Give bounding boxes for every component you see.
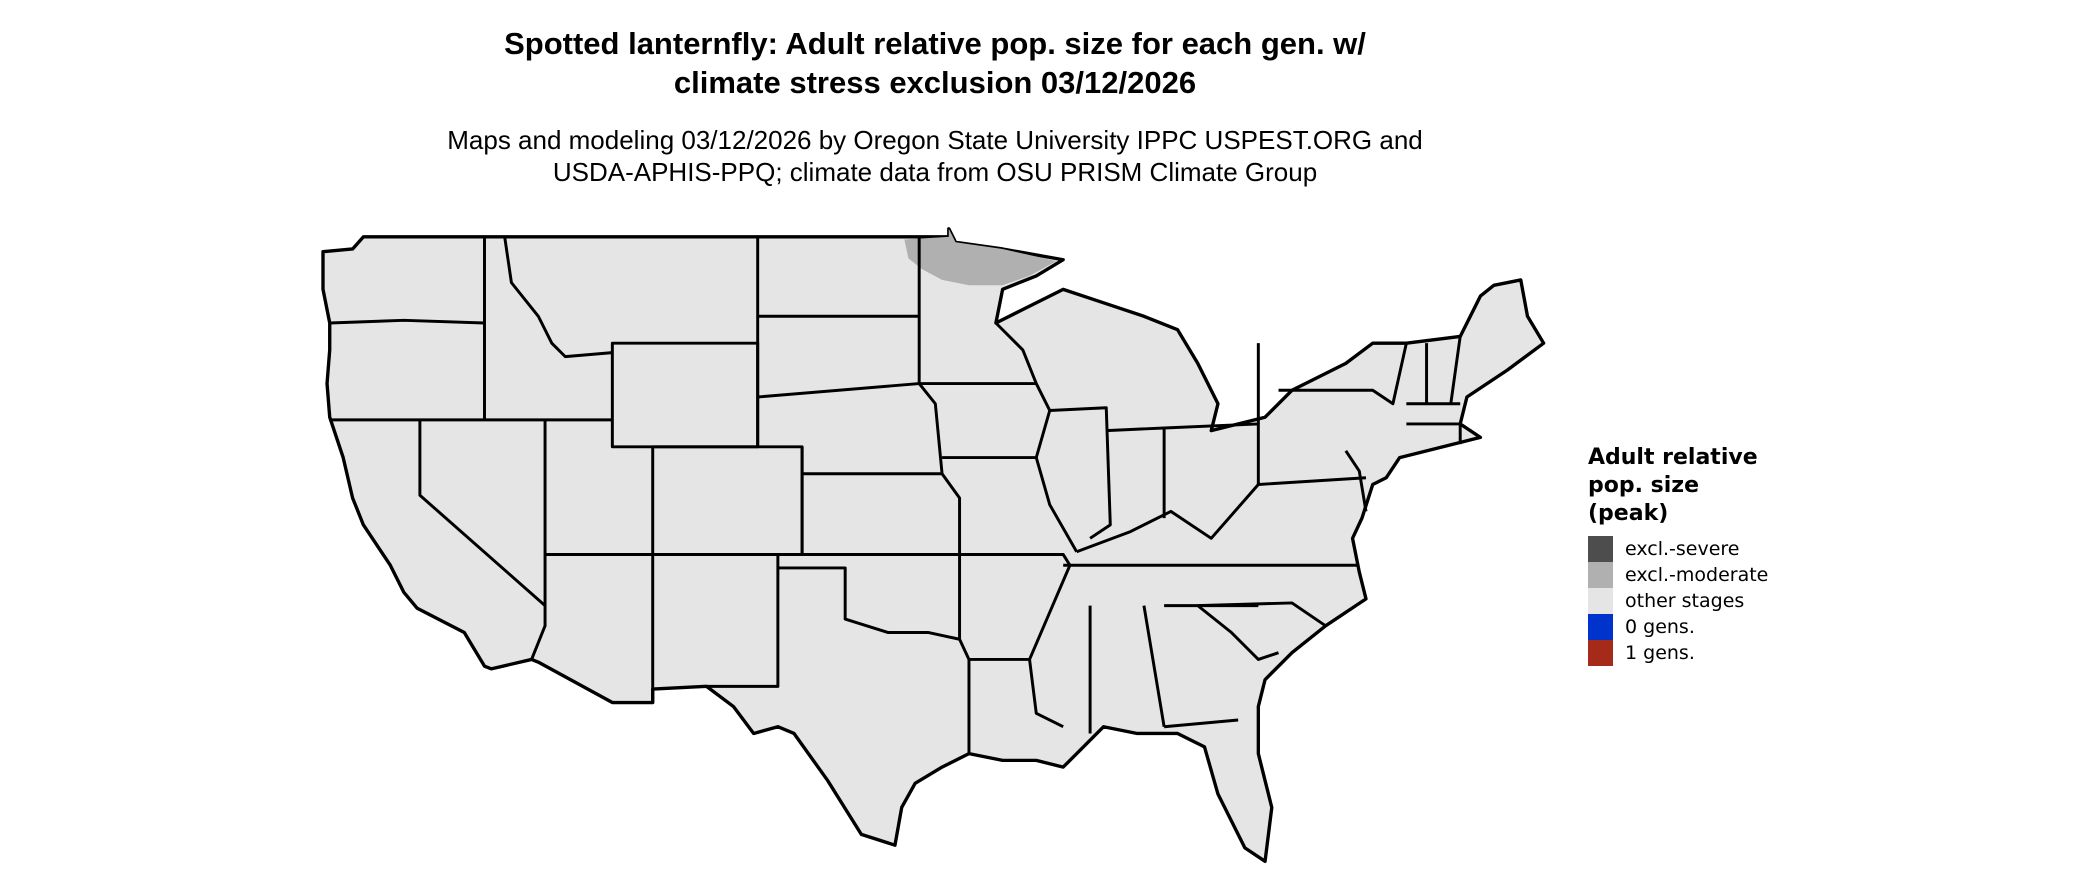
legend-item: 0 gens. xyxy=(1588,614,1808,640)
title-line: Spotted lanternfly: Adult relative pop. … xyxy=(504,26,1366,61)
map-subtitle: Maps and modeling 03/12/2026 by Oregon S… xyxy=(0,124,1870,188)
subtitle-line: Maps and modeling 03/12/2026 by Oregon S… xyxy=(447,125,1423,155)
legend-title-line: pop. size xyxy=(1588,473,1699,498)
legend-title-line: (peak) xyxy=(1588,501,1669,526)
legend-items: excl.-severe excl.-moderate other stages 0 … xyxy=(1588,536,1808,666)
state-borders xyxy=(329,236,1462,754)
legend-swatch xyxy=(1588,640,1613,666)
map-title: Spotted lanternfly: Adult relative pop. … xyxy=(0,24,1870,102)
subtitle-line: USDA-APHIS-PPQ; climate data from OSU PR… xyxy=(552,157,1318,187)
legend-label: other stages xyxy=(1625,590,1745,612)
legend-title: Adult relative pop. size (peak) xyxy=(1588,444,1808,528)
legend-label: 0 gens. xyxy=(1625,616,1695,638)
legend-item: excl.-moderate xyxy=(1588,562,1808,588)
legend-label: excl.-severe xyxy=(1625,538,1740,560)
legend-swatch xyxy=(1588,562,1613,588)
legend-swatch xyxy=(1588,536,1613,562)
legend-item: other stages xyxy=(1588,588,1808,614)
legend-label: excl.-moderate xyxy=(1625,564,1769,586)
legend: Adult relative pop. size (peak) excl.-se… xyxy=(1588,444,1808,666)
conus-outline xyxy=(321,227,1546,863)
northern-minnesota-excl-moderate xyxy=(904,228,1057,286)
legend-swatch xyxy=(1588,588,1613,614)
legend-item: 1 gens. xyxy=(1588,640,1808,666)
legend-item: excl.-severe xyxy=(1588,536,1808,562)
legend-title-line: Adult relative xyxy=(1588,445,1758,470)
title-line: climate stress exclusion 03/12/2026 xyxy=(673,65,1197,100)
legend-swatch xyxy=(1588,614,1613,640)
legend-label: 1 gens. xyxy=(1625,642,1695,664)
